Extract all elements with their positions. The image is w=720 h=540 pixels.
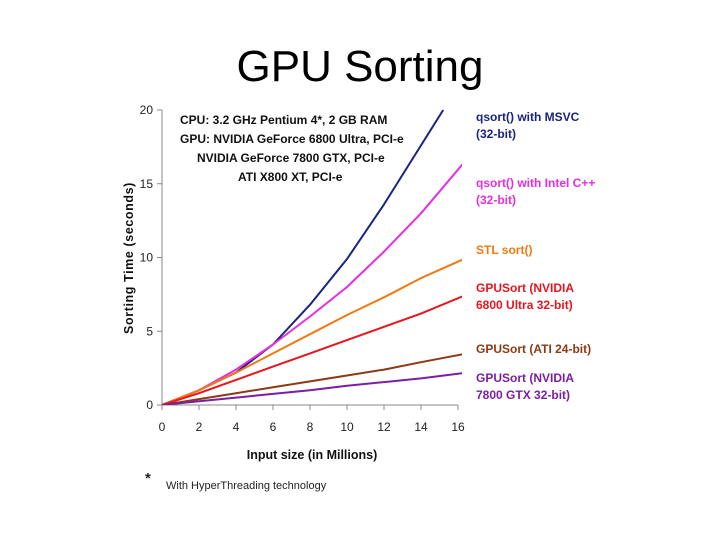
footnote-text: With HyperThreading technology xyxy=(166,480,327,492)
series-line xyxy=(162,258,462,405)
x-tick-label: 6 xyxy=(270,420,277,434)
y-tick-label: 10 xyxy=(140,251,154,265)
y-tick-label: 0 xyxy=(146,398,153,412)
spec-line: ATI X800 XT, PCI-e xyxy=(238,170,343,184)
y-tick-label: 15 xyxy=(140,177,154,191)
legend-label: qsort() with MSVC xyxy=(476,110,580,124)
series-line xyxy=(162,163,462,405)
x-tick-label: 2 xyxy=(196,420,203,434)
legend-label: (32-bit) xyxy=(476,193,516,207)
x-tick-label: 16 xyxy=(451,420,465,434)
x-tick-label: 8 xyxy=(307,420,314,434)
slide-title: GPU Sorting xyxy=(236,42,484,91)
footnote-marker: * xyxy=(145,470,151,487)
series-line xyxy=(162,372,462,405)
y-tick-label: 5 xyxy=(146,324,153,338)
legend-label: 7800 GTX 32-bit) xyxy=(476,388,570,402)
spec-line: NVIDIA GeForce 7800 GTX, PCI-e xyxy=(197,151,385,165)
legend-label: STL sort() xyxy=(476,243,532,257)
x-tick-label: 0 xyxy=(159,420,166,434)
legend-label: GPUSort (ATI 24-bit) xyxy=(476,342,591,356)
x-axis-label: Input size (in Millions) xyxy=(247,448,378,462)
series-line xyxy=(162,295,462,405)
x-tick-label: 4 xyxy=(233,420,240,434)
legend-label: 6800 Ultra 32-bit) xyxy=(476,298,573,312)
x-tick-label: 12 xyxy=(377,420,391,434)
spec-line: GPU: NVIDIA GeForce 6800 Ultra, PCI-e xyxy=(180,132,404,146)
x-tick-label: 14 xyxy=(414,420,428,434)
legend-label: qsort() with Intel C++ xyxy=(476,176,595,190)
x-tick-label: 10 xyxy=(340,420,354,434)
y-tick-label: 20 xyxy=(140,103,154,117)
series-line xyxy=(162,353,462,405)
legend-label: GPUSort (NVIDIA xyxy=(476,281,574,295)
spec-line: CPU: 3.2 GHz Pentium 4*, 2 GB RAM xyxy=(180,113,387,127)
legend-label: GPUSort (NVIDIA xyxy=(476,371,574,385)
y-axis-label: Sorting Time (seconds) xyxy=(122,182,136,334)
legend-label: (32-bit) xyxy=(476,127,516,141)
